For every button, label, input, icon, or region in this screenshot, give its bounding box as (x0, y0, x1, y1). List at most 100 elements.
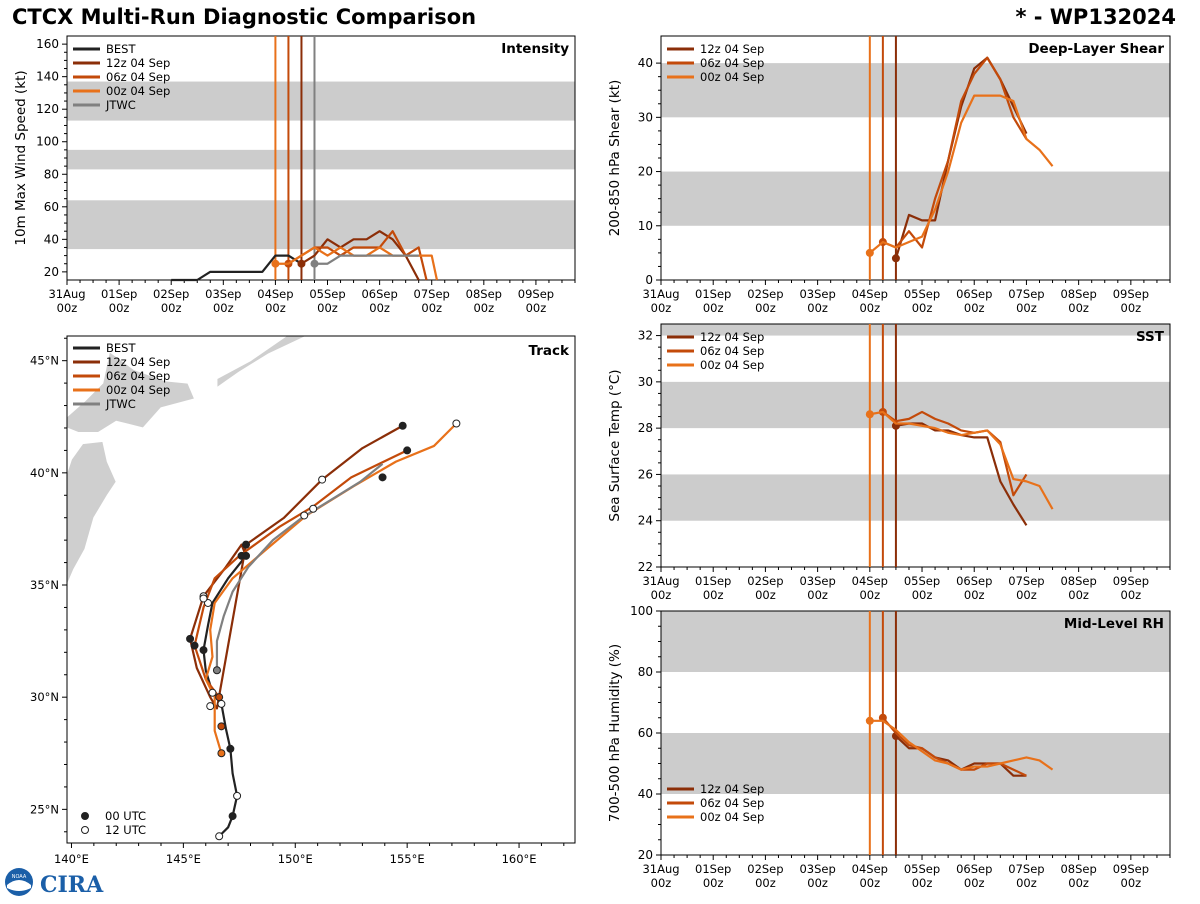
x-tick-label: 00z (1016, 876, 1037, 890)
x-tick-label: 00z (703, 588, 724, 602)
shade-band (661, 63, 1170, 118)
x-tick-label: 00z (1068, 588, 1089, 602)
x-tick-label: 06Sep (956, 862, 992, 876)
x-tick-label: 00z (265, 301, 286, 315)
x-tick-label: 00z (1121, 876, 1142, 890)
panel-intensity: 2040608010012014016031Aug00z01Sep00z02Se… (13, 35, 576, 315)
shade-band (661, 474, 1170, 521)
x-tick-label: 00z (859, 301, 880, 315)
y-tick-label: 0 (645, 273, 653, 287)
y-tick-label: 80 (44, 167, 59, 181)
x-tick-label: 31Aug (642, 574, 679, 588)
y-tick-label: 22 (638, 560, 653, 574)
shade-band (661, 324, 1170, 336)
x-tick-label: 03Sep (205, 287, 241, 301)
x-tick-label: 00z (807, 588, 828, 602)
legend-label: 00z 04 Sep (700, 70, 764, 84)
legend-label: 00z 04 Sep (106, 383, 170, 397)
y-tick-label: 32 (638, 329, 653, 343)
legend-label: 06z 04 Sep (700, 796, 764, 810)
panel-sst: 22242628303231Aug00z01Sep00z02Sep00z03Se… (607, 323, 1171, 602)
x-tick-label: 00z (703, 876, 724, 890)
legend-label: 12z 04 Sep (106, 355, 170, 369)
x-tick-label: 02Sep (747, 287, 783, 301)
legend-label: 06z 04 Sep (700, 56, 764, 70)
y-axis-label: 200-850 hPa Shear (kt) (607, 80, 623, 237)
x-tick-label: 08Sep (1060, 862, 1096, 876)
land-honshu (67, 440, 117, 586)
x-tick-label: 09Sep (1113, 287, 1149, 301)
shade-band (67, 81, 575, 121)
y-tick-label: 160 (36, 37, 59, 51)
x-tick-label: 00z (1016, 301, 1037, 315)
x-tick-label: 00z (651, 588, 672, 602)
legend-label: 00z 04 Sep (106, 84, 170, 98)
cira-logo-text: CIRA (40, 872, 104, 898)
land-kurils (216, 336, 307, 389)
series-line (882, 56, 1028, 249)
y-tick-label: 28 (638, 421, 653, 435)
x-tick-label: 00z (526, 301, 547, 315)
y-tick-label: 40 (638, 787, 653, 801)
legend-marker (81, 826, 89, 834)
panel-title: Mid-Level RH (1064, 616, 1164, 632)
x-tick-label: 05Sep (904, 862, 940, 876)
track-marker (226, 744, 235, 753)
x-tick-label: 02Sep (747, 574, 783, 588)
x-tick-label: 06Sep (956, 574, 992, 588)
map-background (67, 336, 575, 843)
x-tick-label: 09Sep (518, 287, 554, 301)
x-tick-label: 00z (57, 301, 78, 315)
track-marker (228, 812, 237, 821)
track-marker (199, 646, 208, 655)
track-marker (212, 666, 221, 675)
y-tick-label: 30 (638, 110, 653, 124)
x-tick-label: 00z (109, 301, 130, 315)
y-axis-label: 10m Max Wind Speed (kt) (13, 70, 29, 245)
series-line (869, 719, 1054, 771)
series-line (869, 94, 1054, 254)
x-tick-label: 02Sep (153, 287, 189, 301)
x-tick-label: 09Sep (1113, 574, 1149, 588)
y-tick-label: 40 (44, 232, 59, 246)
shade-band (661, 733, 1170, 794)
y-tick-label: 100 (630, 604, 653, 618)
series-start-point (310, 259, 319, 268)
track-marker (318, 475, 327, 484)
x-tick-label: 00z (755, 876, 776, 890)
series-line (314, 254, 419, 265)
legend-label: BEST (106, 42, 136, 56)
agency-logos: NOAA CIRA (4, 866, 114, 900)
track-marker (206, 702, 215, 711)
x-tick-label: 00z (964, 301, 985, 315)
y-tick-label: 35°N (30, 578, 59, 592)
x-tick-label: 08Sep (1060, 287, 1096, 301)
x-tick-label: 150°E (278, 852, 313, 866)
track-line (193, 449, 408, 698)
track-marker (215, 693, 224, 702)
x-tick-label: 03Sep (799, 287, 835, 301)
storm-id: * - WP132024 (1015, 5, 1176, 29)
x-tick-label: 140°E (54, 852, 89, 866)
y-tick-label: 20 (44, 265, 59, 279)
x-tick-label: 00z (1068, 876, 1089, 890)
shade-band (67, 200, 575, 250)
x-tick-label: 05Sep (904, 287, 940, 301)
y-tick-label: 120 (36, 102, 59, 116)
x-tick-label: 00z (1121, 301, 1142, 315)
x-tick-label: 00z (807, 876, 828, 890)
x-tick-label: 00z (755, 301, 776, 315)
x-tick-label: 00z (421, 301, 442, 315)
legend-label: 12z 04 Sep (700, 782, 764, 796)
y-axis-label: 700-500 hPa Humidity (%) (607, 644, 623, 822)
series-start-point (297, 259, 306, 268)
x-tick-label: 00z (1016, 588, 1037, 602)
x-tick-label: 01Sep (695, 862, 731, 876)
panel-title: Track (529, 343, 570, 359)
noaa-logo-wave (7, 880, 31, 891)
track-marker (242, 540, 251, 549)
x-tick-label: 08Sep (1060, 574, 1096, 588)
shade-band (661, 611, 1170, 672)
x-tick-label: 01Sep (695, 287, 731, 301)
legend-label: BEST (106, 341, 136, 355)
